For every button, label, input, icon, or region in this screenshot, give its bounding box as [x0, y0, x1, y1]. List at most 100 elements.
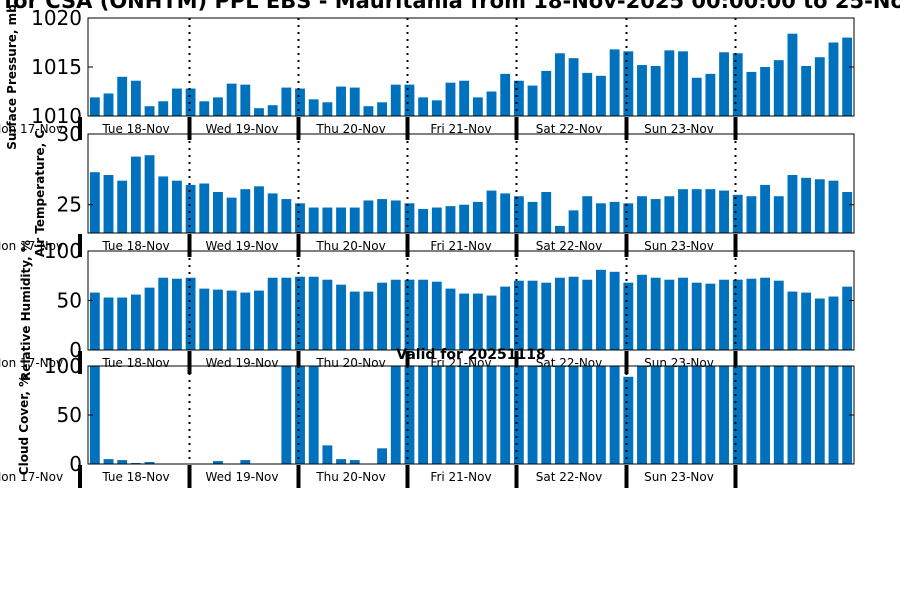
bar-p2-42: [664, 196, 675, 233]
bar-p4-4: [144, 462, 155, 464]
bar-p2-51: [787, 175, 798, 233]
bar-p1-10: [226, 83, 237, 116]
bar-p1-0: [89, 97, 100, 116]
bar-p2-43: [678, 189, 688, 233]
bar-p1-7: [185, 88, 196, 116]
bar-p4-37: [596, 366, 606, 464]
bar-p3-54: [828, 296, 839, 350]
bar-p3-42: [664, 279, 675, 350]
y-tick-label: 100: [44, 239, 82, 263]
bar-p3-20: [363, 291, 374, 350]
bar-p2-39: [623, 203, 634, 233]
bar-p1-31: [513, 80, 524, 116]
bar-p1-3: [130, 80, 141, 116]
y-tick-label: 1020: [31, 6, 82, 30]
bar-p4-35: [568, 366, 579, 464]
bar-p4-36: [582, 366, 593, 464]
bar-p4-21: [377, 448, 388, 464]
bar-p1-36: [582, 72, 593, 116]
bar-p2-10: [226, 197, 237, 233]
bar-p2-40: [637, 196, 647, 233]
bar-p4-50: [773, 366, 784, 464]
bar-p3-32: [527, 280, 538, 350]
bar-p1-49: [760, 67, 771, 116]
bar-p3-23: [404, 279, 415, 350]
bar-p4-23: [404, 366, 415, 464]
bar-p3-15: [295, 276, 305, 350]
bar-p2-31: [513, 196, 524, 233]
chart-subtitle: Valid for 20251118: [396, 347, 545, 363]
bar-p1-14: [281, 87, 292, 116]
bar-p4-14: [281, 366, 292, 464]
bar-p2-6: [171, 180, 182, 233]
bar-p1-27: [459, 80, 470, 116]
bar-p2-16: [308, 207, 319, 233]
bar-p3-36: [582, 279, 593, 350]
bar-p2-13: [267, 193, 278, 233]
bar-p2-5: [158, 176, 169, 233]
x-day-label: Thu 20-Nov: [315, 239, 385, 253]
bar-p4-25: [431, 366, 442, 464]
x-day-label: Mon 17-Nov: [0, 239, 63, 253]
bar-p1-42: [664, 50, 675, 117]
bar-p2-30: [500, 193, 511, 233]
bar-p1-26: [445, 82, 456, 116]
bar-p1-30: [500, 73, 511, 116]
panel-2: 25 30 Air Temperature, CMon 17-Nov Tue 18-N…: [0, 122, 855, 257]
bar-p4-17: [322, 445, 333, 464]
bar-p3-29: [486, 295, 497, 350]
y-tick-label: 30: [57, 122, 82, 146]
bar-p4-39: [623, 376, 634, 464]
bar-p1-25: [431, 100, 442, 116]
y-tick-label: 25: [57, 193, 82, 217]
bar-p4-48: [746, 366, 757, 464]
bar-p2-8: [199, 183, 210, 233]
y-tick-label: 100: [44, 354, 82, 378]
bar-p3-18: [336, 284, 346, 350]
bar-p4-51: [787, 366, 798, 464]
bar-p3-25: [431, 281, 442, 350]
bar-p4-24: [418, 366, 429, 464]
bar-p1-23: [404, 84, 415, 116]
bar-p2-24: [418, 208, 429, 233]
bar-p3-28: [472, 293, 483, 350]
bar-p2-32: [527, 201, 538, 233]
bar-p2-55: [842, 191, 853, 233]
bar-p4-19: [349, 460, 360, 464]
bar-p3-0: [89, 292, 100, 350]
bar-p3-45: [705, 283, 716, 350]
bar-p4-22: [390, 366, 401, 464]
bar-p3-30: [500, 286, 511, 350]
bar-p3-33: [541, 282, 552, 350]
bar-p2-49: [760, 184, 771, 233]
bar-p2-27: [459, 204, 470, 233]
bar-p1-34: [554, 53, 565, 116]
bar-p2-1: [103, 175, 114, 233]
bar-p3-5: [158, 277, 169, 350]
y-tick-label: 1015: [31, 55, 82, 79]
bar-p3-3: [130, 294, 141, 350]
bar-p2-54: [828, 180, 839, 233]
bar-p2-52: [801, 177, 812, 233]
bar-p2-29: [486, 190, 497, 233]
bar-p3-26: [445, 288, 456, 350]
bar-p2-50: [773, 196, 784, 233]
bar-p1-20: [363, 106, 374, 116]
bar-p4-2: [117, 460, 128, 464]
bar-p3-43: [678, 277, 688, 350]
x-day-label: Mon 17-Nov: [0, 470, 63, 484]
bar-p1-38: [609, 49, 620, 116]
bar-p3-52: [801, 292, 812, 350]
bar-p1-37: [596, 75, 606, 116]
bar-p1-19: [349, 87, 360, 116]
x-day-label: Mon 17-Nov: [0, 122, 63, 136]
y-axis-label: Surface Pressure, mb: [5, 4, 19, 150]
bar-p3-35: [568, 276, 579, 350]
bar-p2-34: [554, 225, 565, 233]
bar-p1-35: [568, 58, 579, 116]
bar-p3-12: [254, 290, 264, 350]
bar-p1-53: [814, 57, 825, 116]
bar-p2-22: [390, 200, 401, 233]
bar-p3-4: [144, 287, 155, 350]
bar-p2-47: [732, 194, 743, 233]
